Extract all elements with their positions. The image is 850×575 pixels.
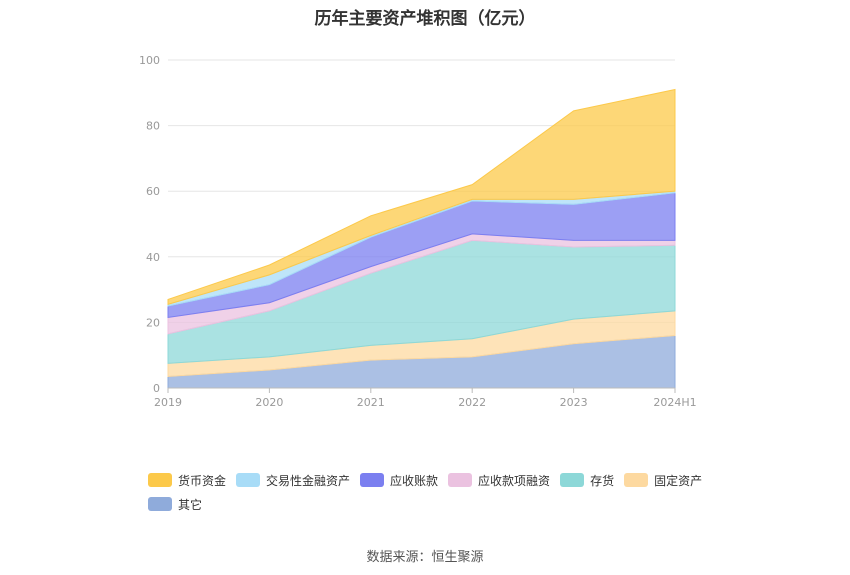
chart-title: 历年主要资产堆积图（亿元） [314, 9, 536, 29]
y-tick-label: 0 [153, 382, 160, 395]
area-series-6 [167, 88, 676, 306]
legend-item[interactable]: 固定资产 [624, 472, 702, 488]
legend-item[interactable]: 存货 [560, 472, 614, 488]
axis-layer: 0 20 40 60 80 100 2019 2020 2021 2022 2023 2024H1 [139, 54, 697, 409]
legend-item[interactable]: 交易性金融资产 [236, 472, 350, 488]
legend-label: 交易性金融资产 [266, 473, 351, 488]
x-tick-label: 2020 [255, 396, 283, 409]
legend-item[interactable]: 其它 [148, 496, 202, 512]
legend-item[interactable]: 应收款项融资 [448, 472, 550, 488]
x-tick-label: 2022 [458, 396, 486, 409]
legend-swatch [148, 473, 172, 487]
legend-swatch [148, 497, 172, 511]
legend-label: 应收款项融资 [478, 473, 551, 488]
x-tick-label: 2024H1 [653, 396, 696, 409]
legend-label: 其它 [178, 497, 203, 512]
legend-label: 应收账款 [390, 473, 439, 488]
y-tick-label: 40 [146, 251, 160, 264]
y-tick-label: 100 [139, 54, 160, 67]
stacked-area-chart: 0 20 40 60 80 100 2019 2020 2021 2022 2023 2024H1 [139, 54, 697, 409]
x-tick-label: 2019 [154, 396, 182, 409]
legend-swatch [560, 473, 585, 487]
legend-item[interactable]: 货币资金 [148, 472, 226, 488]
y-tick-label: 80 [146, 120, 160, 133]
area-layer [167, 88, 676, 389]
legend-swatch [236, 473, 261, 487]
legend-swatch [448, 473, 473, 487]
data-source: 数据来源：恒生聚源 [366, 550, 484, 565]
legend-item[interactable]: 应收账款 [360, 472, 438, 488]
legend-label: 固定资产 [654, 473, 703, 488]
legend-swatch [624, 473, 649, 487]
x-tick-label: 2023 [560, 396, 588, 409]
legend-label: 货币资金 [178, 473, 227, 488]
legend-swatch [360, 473, 385, 487]
y-tick-label: 20 [146, 316, 160, 329]
x-tick-label: 2021 [357, 396, 385, 409]
chart-legend: 货币资金 交易性金融资产 应收账款 应收款项融资 存货 固定资产其它 [148, 472, 748, 520]
legend-label: 存货 [590, 473, 615, 488]
y-tick-label: 60 [146, 185, 160, 198]
